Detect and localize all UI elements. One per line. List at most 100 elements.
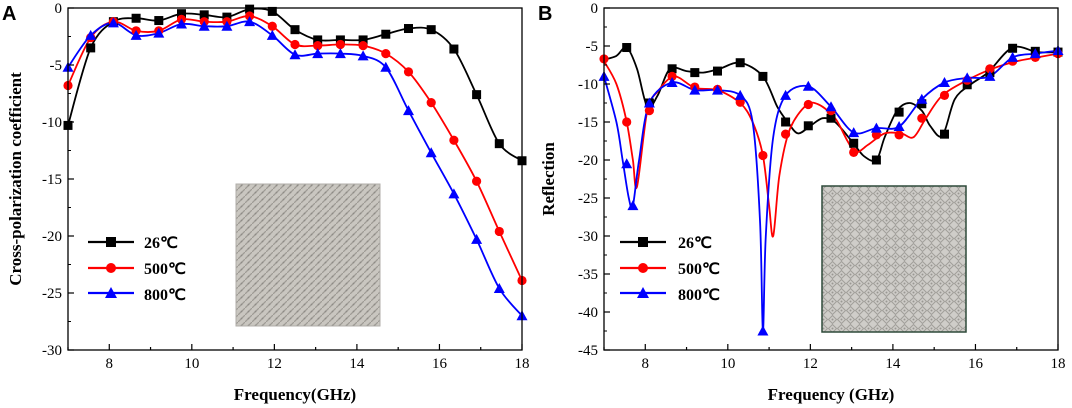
data-point-circle — [472, 176, 482, 186]
data-point-circle — [313, 41, 323, 51]
data-point-triangle — [916, 93, 928, 104]
y-tick-label: -25 — [42, 286, 62, 302]
data-point-triangle — [107, 17, 119, 28]
panel-b-legend-800c: 800℃ — [678, 287, 720, 304]
panel-a-markers — [62, 4, 528, 321]
data-point-triangle — [403, 105, 414, 116]
data-point-triangle — [825, 101, 837, 112]
panel-b-legend-500c: 500℃ — [678, 261, 720, 278]
data-point-square — [426, 25, 436, 35]
data-point-circle — [494, 226, 504, 237]
data-point-circle — [939, 90, 950, 100]
data-point-triangle — [176, 18, 187, 29]
data-point-circle — [267, 21, 277, 31]
y-tick-label: -5 — [50, 58, 63, 74]
panel-a-x-ticks: 8 10 12 14 16 18 — [67, 344, 530, 372]
x-tick-label: 10 — [184, 356, 199, 372]
data-point-square — [622, 43, 632, 53]
data-point-square — [849, 138, 859, 148]
y-tick-label: -30 — [578, 229, 598, 245]
data-point-triangle — [380, 61, 392, 72]
panel-a-y-ticks: 0 -5 -10 -15 -20 -25 -30 — [42, 1, 74, 359]
data-point-circle — [290, 39, 300, 50]
y-tick-label: -40 — [578, 305, 598, 321]
x-tick-label: 18 — [1051, 356, 1066, 372]
panel-b-legend-26c: 26℃ — [678, 235, 712, 252]
data-point-square — [917, 99, 927, 109]
data-point-square — [781, 117, 791, 127]
data-point-triangle — [357, 50, 369, 61]
data-point-circle — [917, 113, 927, 123]
data-point-triangle — [961, 72, 973, 83]
data-point-square — [245, 4, 255, 14]
data-point-circle — [358, 41, 368, 51]
data-point-triangle — [312, 48, 324, 59]
data-point-triangle — [802, 80, 814, 91]
data-point-circle — [449, 135, 459, 145]
data-point-square — [826, 113, 836, 123]
data-point-triangle — [780, 89, 792, 100]
panel-b-x-axis-title: Frequency (GHz) — [768, 385, 895, 404]
data-point-triangle — [734, 89, 746, 100]
data-point-triangle — [471, 233, 483, 244]
data-point-square — [667, 64, 677, 74]
y-tick-label: 0 — [591, 1, 599, 17]
data-point-triangle — [848, 127, 860, 138]
x-tick-label: 16 — [432, 356, 448, 372]
data-point-circle — [985, 64, 995, 74]
data-point-circle — [403, 67, 414, 77]
data-point-triangle — [493, 282, 505, 293]
data-point-triangle — [666, 76, 678, 87]
data-point-square — [131, 13, 141, 23]
panel-a-legend-26c: 26℃ — [144, 235, 178, 252]
data-point-circle — [735, 97, 745, 107]
panel-a-legend-500c: 500℃ — [144, 261, 186, 278]
panel-a-x-axis-title: Frequency(GHz) — [234, 385, 356, 404]
y-tick-label: -20 — [578, 153, 598, 169]
legend-marker-500c — [638, 263, 648, 273]
data-point-square — [267, 6, 277, 16]
data-point-square — [735, 58, 745, 68]
data-point-square — [313, 35, 323, 45]
y-tick-label: -10 — [42, 115, 62, 131]
data-point-triangle — [643, 97, 655, 108]
data-point-square — [86, 43, 96, 53]
data-point-triangle — [689, 84, 701, 95]
x-tick-label: 16 — [968, 356, 984, 372]
y-tick-label: -20 — [42, 229, 62, 245]
y-tick-label: -45 — [578, 343, 598, 359]
data-point-square — [871, 155, 881, 165]
panel-a-inset-photo — [235, 183, 381, 327]
panel-b-label: B — [538, 3, 552, 25]
y-tick-label: -15 — [578, 115, 598, 131]
panel-a-label: A — [2, 3, 16, 25]
data-point-circle — [245, 11, 255, 21]
legend-marker-800c — [105, 287, 117, 298]
data-point-square — [290, 25, 300, 35]
data-point-circle — [667, 71, 677, 81]
data-point-circle — [894, 130, 904, 140]
legend-marker-500c — [106, 263, 116, 273]
data-point-triangle — [712, 84, 723, 95]
panel-b: B 8 10 12 14 16 18 0 -5 -10 -15 -20 -25 -30 -35 -40 -4… — [538, 1, 1066, 404]
data-point-triangle — [266, 29, 278, 40]
data-point-triangle — [130, 29, 142, 40]
data-point-square — [713, 66, 722, 76]
x-tick-label: 18 — [515, 356, 530, 372]
data-point-square — [199, 10, 209, 20]
data-point-square — [1008, 43, 1018, 53]
y-tick-label: -5 — [586, 39, 599, 55]
legend-marker-800c — [637, 287, 649, 298]
data-point-square — [177, 9, 186, 19]
legend-marker-26c — [106, 237, 116, 247]
panel-b-markers — [598, 43, 1064, 336]
legend-marker-26c — [638, 237, 648, 247]
panel-b-inset-photo — [821, 185, 967, 333]
data-point-square — [472, 90, 482, 100]
data-point-triangle — [244, 16, 256, 27]
data-point-triangle — [448, 188, 460, 199]
panel-b-legend: 26℃ 500℃ 800℃ — [620, 235, 720, 304]
data-point-circle — [871, 130, 882, 140]
data-point-square — [758, 71, 768, 81]
